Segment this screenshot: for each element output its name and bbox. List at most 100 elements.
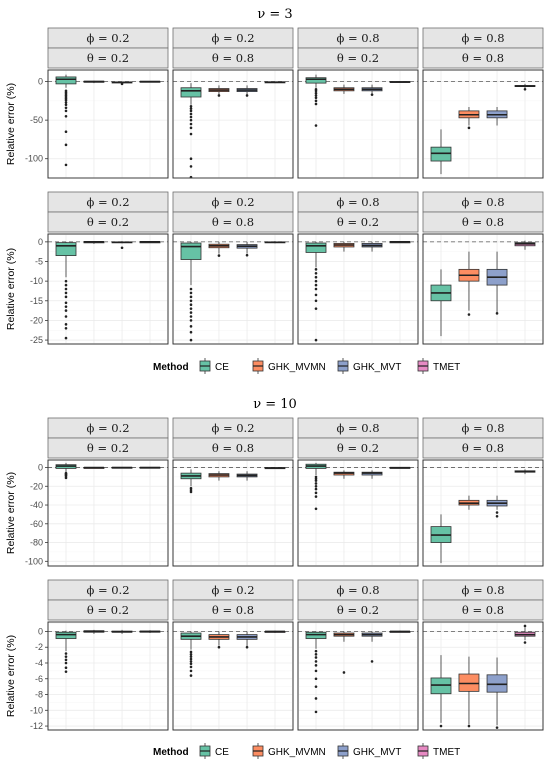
outlier-point: [189, 107, 193, 110]
boxplot-ghk_mvt: [111, 629, 133, 634]
boxplot-ce: [55, 630, 77, 673]
outlier-point: [189, 104, 193, 108]
y-tick-label: 0: [38, 626, 43, 636]
y-tick-label: -100: [25, 154, 43, 164]
outlier-point: [64, 287, 68, 291]
outlier-point: [189, 118, 193, 122]
boxplot-ghk_mvt: [236, 85, 258, 97]
outlier-point: [314, 283, 318, 287]
strip-theta: [422, 211, 544, 233]
y-tick-label: 0: [38, 237, 43, 247]
outlier-point: [314, 338, 318, 342]
strip-phi-label: ϕ = 0.2: [211, 583, 254, 597]
outlier-point: [189, 650, 193, 654]
strip-theta-label: θ = 0.8: [462, 441, 504, 455]
boxplot-ghk_mvmn: [333, 631, 355, 674]
boxplot-ce: [55, 241, 77, 340]
panel-background: [422, 621, 544, 731]
outlier-point: [64, 291, 68, 295]
strip-theta: [297, 599, 419, 621]
legend-label: GHK_MVT: [353, 747, 401, 758]
outlier-point: [189, 490, 193, 494]
boxplot-tmet: [389, 630, 411, 633]
strip-theta: [422, 437, 544, 459]
boxplot-tmet: [264, 467, 286, 470]
facet-panel: ϕ = 0.2 θ = 0.8: [172, 27, 294, 179]
outlier-point: [189, 665, 193, 669]
panel-border: [47, 69, 169, 179]
boxplot-ghk_mvt: [486, 251, 508, 315]
outlier-point: [120, 82, 124, 86]
outlier-point: [189, 669, 193, 673]
outlier-point: [64, 301, 68, 305]
box-iqr: [180, 87, 202, 98]
outlier-point: [314, 677, 318, 681]
legend-label: TMET: [433, 747, 460, 758]
outlier-point: [189, 291, 193, 295]
outlier-point: [64, 283, 68, 287]
boxplot-ghk_mvt: [486, 657, 508, 729]
boxplot-tmet: [514, 240, 536, 250]
boxplot-ce: [180, 469, 202, 494]
outlier-point: [64, 326, 68, 330]
boxplot-tmet: [139, 466, 161, 469]
section-title: ν = 10: [253, 397, 297, 412]
outlier-point: [314, 102, 318, 106]
panel-border: [47, 621, 169, 731]
legend-title: Method: [153, 747, 189, 758]
outlier-point: [314, 491, 318, 495]
outlier-point: [189, 319, 193, 322]
strip-phi-label: ϕ = 0.8: [461, 421, 504, 435]
boxplot-ghk_mvmn: [208, 241, 230, 257]
strip-theta: [172, 599, 294, 621]
strip-theta-label: θ = 0.2: [87, 603, 129, 617]
y-tick-label: -4: [35, 658, 43, 668]
panel-border: [422, 459, 544, 567]
boxplot-ghk_mvmn: [83, 466, 105, 469]
boxplot-ghk_mvt: [236, 241, 258, 257]
outlier-point: [189, 307, 193, 310]
legend-key-ce: [199, 743, 211, 759]
outlier-point: [64, 336, 68, 340]
legend-label: GHK_MVT: [353, 362, 401, 373]
panel-border: [422, 69, 544, 179]
legend: Method CE GHK_MVMN GHK_MVT TMET: [153, 358, 460, 374]
legend-label: CE: [215, 362, 229, 373]
boxplot-ce: [55, 462, 77, 480]
outlier-point: [189, 325, 193, 328]
y-tick-label: -80: [30, 538, 43, 548]
legend-label: CE: [215, 747, 229, 758]
boxplot-ghk_mvt: [361, 241, 383, 252]
outlier-point: [64, 103, 68, 107]
panel-border: [297, 459, 419, 567]
strip-phi-label: ϕ = 0.2: [211, 31, 254, 45]
boxplot-tmet: [139, 630, 161, 634]
panel-border: [422, 621, 544, 731]
outlier-point: [64, 658, 68, 662]
outlier-point: [314, 94, 318, 97]
facet-panel: ϕ = 0.2 θ = 0.2: [47, 579, 169, 731]
facet-panel: ϕ = 0.8 θ = 0.8: [422, 27, 544, 179]
outlier-point: [523, 641, 527, 644]
boxplot-ghk_mvmn: [333, 241, 355, 252]
y-tick-label: -40: [30, 500, 43, 510]
outlier-point: [189, 109, 193, 113]
boxplot-ghk_mvt: [486, 107, 508, 126]
strip-phi-label: ϕ = 0.2: [86, 583, 129, 597]
panel-background: [422, 459, 544, 567]
outlier-point: [314, 124, 318, 127]
outlier-point: [64, 114, 68, 118]
outlier-point: [64, 305, 68, 308]
panel-border: [172, 69, 294, 179]
y-tick-label: -50: [30, 115, 43, 125]
legend-label: GHK_MVMN: [268, 747, 326, 758]
boxplot-ghk_mvmn: [333, 470, 355, 479]
legend-key-ghk_mvt: [337, 743, 349, 759]
strip-theta-label: θ = 0.8: [212, 51, 254, 65]
boxplot-ce: [55, 74, 77, 167]
boxplot-tmet: [514, 469, 536, 475]
y-tick-label: -10: [30, 276, 43, 286]
outlier-point: [120, 246, 124, 250]
outlier-point: [314, 287, 318, 291]
facet-panel: ϕ = 0.8 θ = 0.2: [297, 27, 419, 179]
